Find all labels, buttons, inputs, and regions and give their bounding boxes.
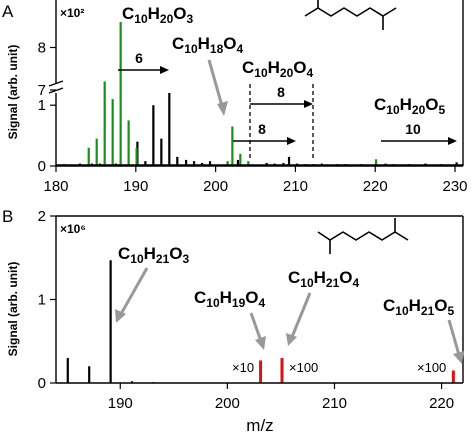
panel-a-bars — [56, 22, 463, 166]
panel-b-x-tick-label-200: 200 — [215, 395, 240, 412]
panel-b-y-tick-label-2: 2 — [38, 208, 46, 225]
panel-b-x-axis-label: m/z — [246, 416, 273, 435]
panel-b-multiplier: ×10⁶ — [60, 222, 86, 236]
panel-b-x-tick-label-210: 210 — [322, 395, 347, 412]
panel-a-ticks: 180 190 200 210 220 230 0 17 8 — [38, 40, 468, 196]
panel-a-x-tick-label-190: 190 — [123, 178, 148, 195]
shift-arrow-8-lower — [233, 137, 296, 145]
shift-label-6: 6 — [135, 50, 143, 66]
panel-b: B ×10⁶ Signal (arb. unit) 190 200 210 22001… — [2, 207, 464, 435]
pointer-arrow-c10h21o4 — [286, 292, 312, 346]
panel-b-y-axis-label: Signal (arb. unit) — [6, 262, 20, 357]
pointer-arrow-c10h19o4 — [249, 312, 266, 350]
formula-c10h18o4: C10H18O4 — [172, 34, 244, 56]
shift-label-8-lower: 8 — [258, 121, 266, 137]
shift-arrow-6 — [118, 66, 169, 74]
panel-a-letter: A — [2, 2, 14, 21]
panel-a-x-tick-label-220: 220 — [363, 178, 388, 195]
panel-a-y-axis-label: Signal (arb. unit) — [6, 45, 20, 140]
panel-a: A ×10² Signal (arb. unit) 180 190 200 210 22… — [2, 0, 468, 195]
panel-a-x-tick-label-200: 200 — [203, 178, 228, 195]
panel-a-x-tick-label-180: 180 — [43, 178, 68, 195]
panel-a-y-tick-label-0: 0 — [38, 158, 46, 175]
formula-c10h21o5: C10H21O5 — [383, 296, 455, 318]
formula-c10h21o4: C10H21O4 — [288, 268, 360, 290]
shift-label-8-upper: 8 — [277, 84, 285, 100]
shift-arrow-8-upper — [250, 100, 313, 108]
panel-a-x-tick-label-230: 230 — [443, 178, 468, 195]
scale-label-x10: ×10 — [232, 360, 254, 375]
formula-c10h20o3: C10H20O3 — [122, 4, 194, 26]
scale-label-x100-a: ×100 — [289, 360, 318, 375]
panel-b-letter: B — [2, 207, 13, 226]
pointer-arrow-c10h21o5 — [447, 319, 464, 364]
formula-c10h19o4: C10H19O4 — [194, 288, 266, 310]
panel-a-y-tick-label-8: 8 — [38, 40, 46, 57]
shift-arrow-10 — [381, 137, 457, 145]
panel-b-x-tick-label-190: 190 — [108, 395, 133, 412]
scale-label-x100-b: ×100 — [417, 360, 446, 375]
panel-b-x-tick-label-220: 220 — [429, 395, 454, 412]
panel-a-x-tick-label-210: 210 — [283, 178, 308, 195]
panel-b-y-tick-label-0: 0 — [38, 375, 46, 392]
pointer-arrow-c10h18o4 — [207, 59, 228, 116]
panel-a-molecule-chain — [304, 7, 397, 17]
formula-c10h20o5: C10H20O5 — [374, 95, 446, 117]
panel-b-bars — [66, 260, 455, 383]
shift-label-10: 10 — [405, 121, 421, 137]
panel-a-y-tick-label-7: 7 — [38, 82, 46, 99]
panel-b-ticks: 190 200 210 220 0 1 2 — [38, 208, 454, 412]
panel-b-molecule-chain — [317, 231, 409, 241]
panel-b-y-tick-label-1: 1 — [38, 292, 46, 309]
panel-a-multiplier: ×10² — [60, 6, 84, 20]
pointer-arrow-c10h21o3 — [115, 267, 149, 323]
formula-c10h21o3: C10H21O3 — [118, 244, 190, 266]
panel-a-axis-break — [48, 80, 64, 94]
formula-c10h20o4: C10H20O4 — [242, 58, 314, 80]
panel-a-y-tick-label-1: 1 — [38, 97, 46, 114]
